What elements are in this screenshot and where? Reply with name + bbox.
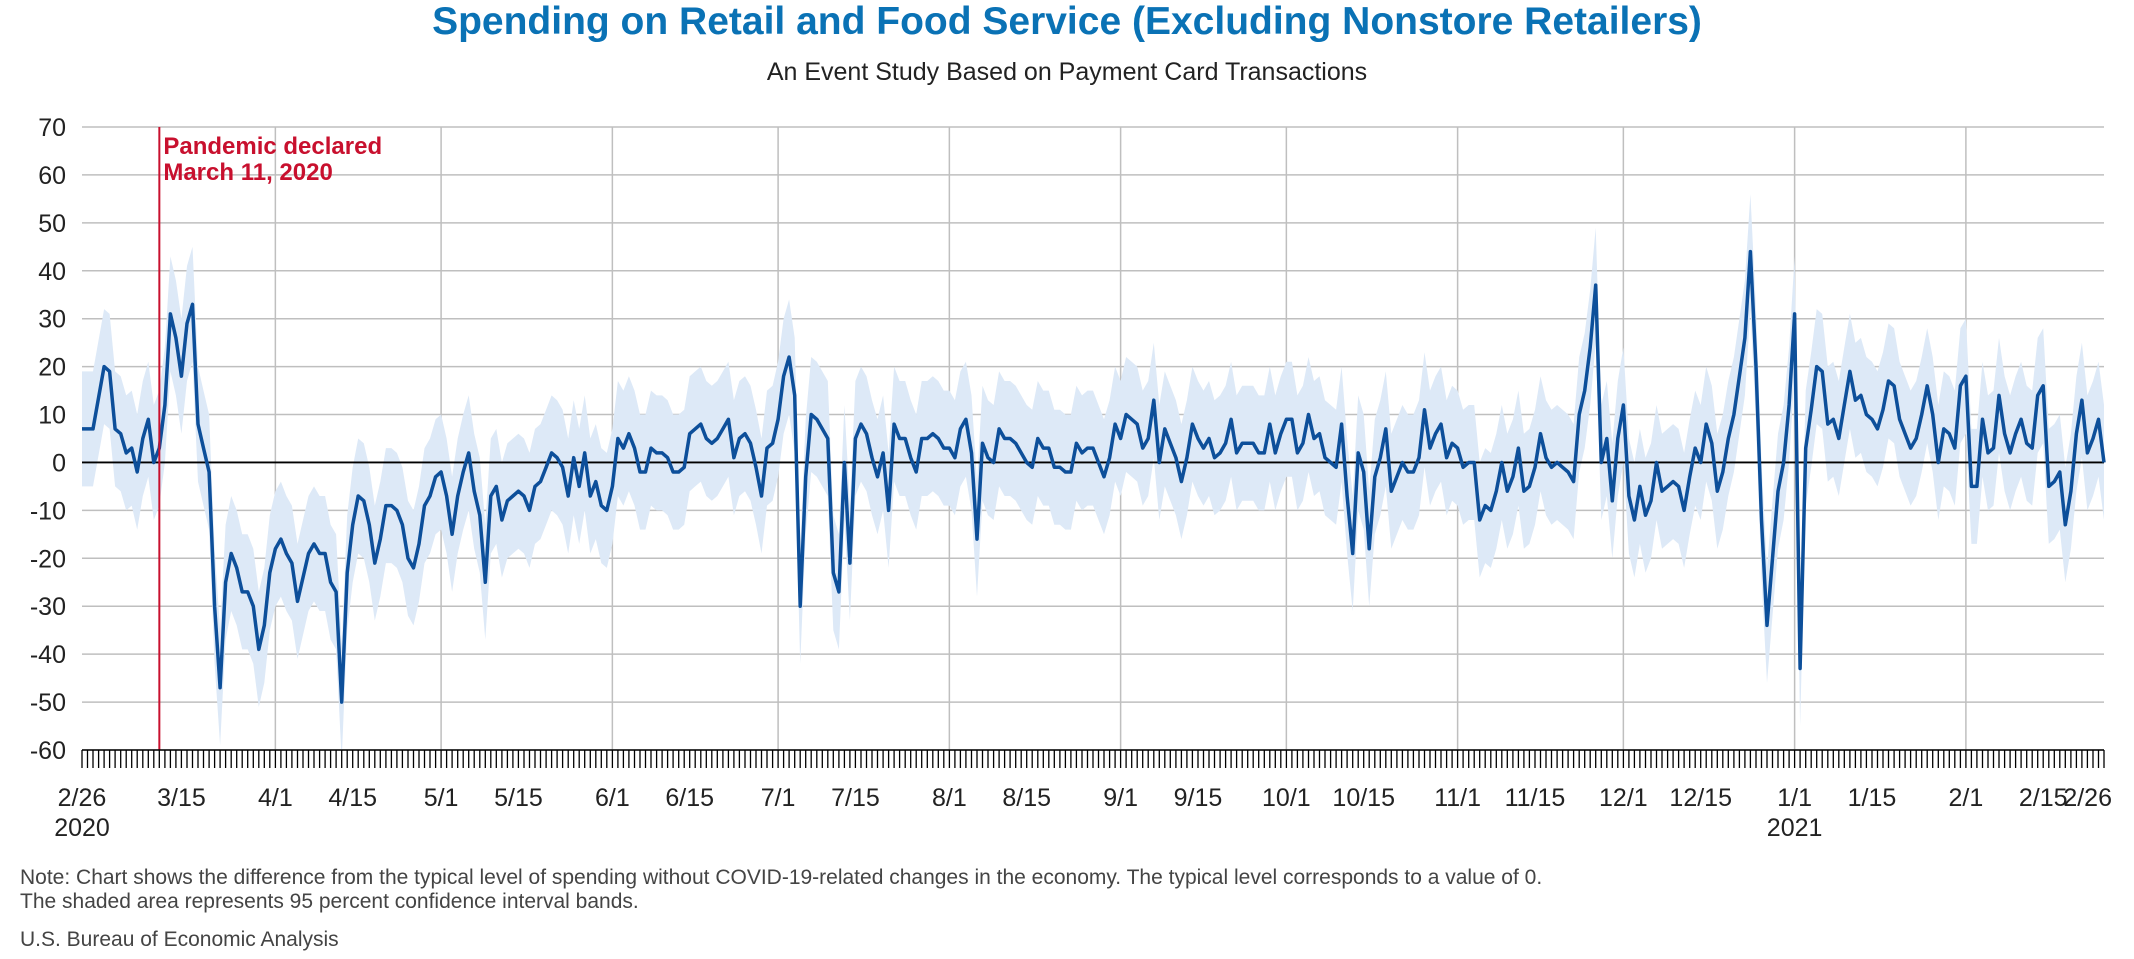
x-tick-label: 7/1 bbox=[761, 784, 796, 812]
x-tick-label: 2/26 bbox=[2063, 784, 2112, 812]
x-tick-label: 6/15 bbox=[665, 784, 714, 812]
x-tick-label: 9/15 bbox=[1174, 784, 1223, 812]
x-tick-label: 10/15 bbox=[1332, 784, 1395, 812]
y-tick-label: 0 bbox=[52, 449, 66, 477]
x-tick-label: 4/1 bbox=[258, 784, 293, 812]
y-tick-label: 10 bbox=[38, 402, 66, 430]
chart-title: Spending on Retail and Food Service (Exc… bbox=[432, 0, 1702, 43]
x-tick-label: 2/26 bbox=[58, 784, 107, 812]
x-tick-label: 7/15 bbox=[831, 784, 880, 812]
y-tick-label: -10 bbox=[30, 497, 66, 525]
axes: 70 60 50 40 30 20 10 0 -10 -20 -30 -40 -50 -60 2/26 3/1… bbox=[30, 114, 2112, 842]
y-tick-label: 50 bbox=[38, 210, 66, 238]
y-tick-label: -30 bbox=[30, 593, 66, 621]
x-tick-label: 4/15 bbox=[328, 784, 377, 812]
y-tick-label: 60 bbox=[38, 162, 66, 190]
note-line-1: Note: Chart shows the difference from th… bbox=[20, 866, 1543, 889]
x-tick-label: 8/1 bbox=[932, 784, 967, 812]
y-tick-label: 20 bbox=[38, 354, 66, 382]
confidence-band-area bbox=[82, 194, 2104, 760]
note-line-2: The shaded area represents 95 percent co… bbox=[20, 890, 639, 913]
x-tick-label: 11/15 bbox=[1505, 784, 1566, 812]
y-tick-label: -50 bbox=[30, 689, 66, 717]
y-tick-label: 30 bbox=[38, 306, 66, 334]
x-tick-label: 8/15 bbox=[1002, 784, 1051, 812]
x-tick-label: 1/1 bbox=[1777, 784, 1812, 812]
x-tick-label: 2/1 bbox=[1949, 784, 1984, 812]
chart-subtitle: An Event Study Based on Payment Card Tra… bbox=[766, 58, 1368, 86]
x-day-ticks bbox=[81, 750, 2105, 768]
x-year-label: 2020 bbox=[54, 814, 110, 842]
x-tick-label: 11/1 bbox=[1434, 784, 1481, 812]
x-tick-label: 5/1 bbox=[424, 784, 459, 812]
x-tick-label: 3/15 bbox=[157, 784, 206, 812]
series-line-group bbox=[82, 249, 2106, 704]
source-label: U.S. Bureau of Economic Analysis bbox=[20, 928, 339, 951]
confidence-band bbox=[82, 194, 2104, 760]
x-tick-label: 12/15 bbox=[1669, 784, 1732, 812]
x-tick-label: 12/1 bbox=[1599, 784, 1648, 812]
annotation-line-2: March 11, 2020 bbox=[163, 159, 332, 186]
y-tick-label: -20 bbox=[30, 545, 66, 573]
x-tick-label: 9/1 bbox=[1103, 784, 1138, 812]
x-tick-label: 5/15 bbox=[494, 784, 543, 812]
y-tick-label: 40 bbox=[38, 258, 66, 286]
y-tick-label: -60 bbox=[30, 737, 66, 765]
x-year-label: 2021 bbox=[1767, 814, 1823, 842]
series-line bbox=[82, 249, 2106, 704]
y-tick-label: 70 bbox=[38, 114, 66, 142]
x-tick-label: 10/1 bbox=[1262, 784, 1311, 812]
x-tick-label: 6/1 bbox=[595, 784, 630, 812]
y-tick-label: -40 bbox=[30, 641, 66, 669]
x-tick-label: 2/15 bbox=[2019, 784, 2068, 812]
annotation-line-1: Pandemic declared bbox=[163, 133, 382, 160]
x-tick-label: 1/15 bbox=[1848, 784, 1897, 812]
